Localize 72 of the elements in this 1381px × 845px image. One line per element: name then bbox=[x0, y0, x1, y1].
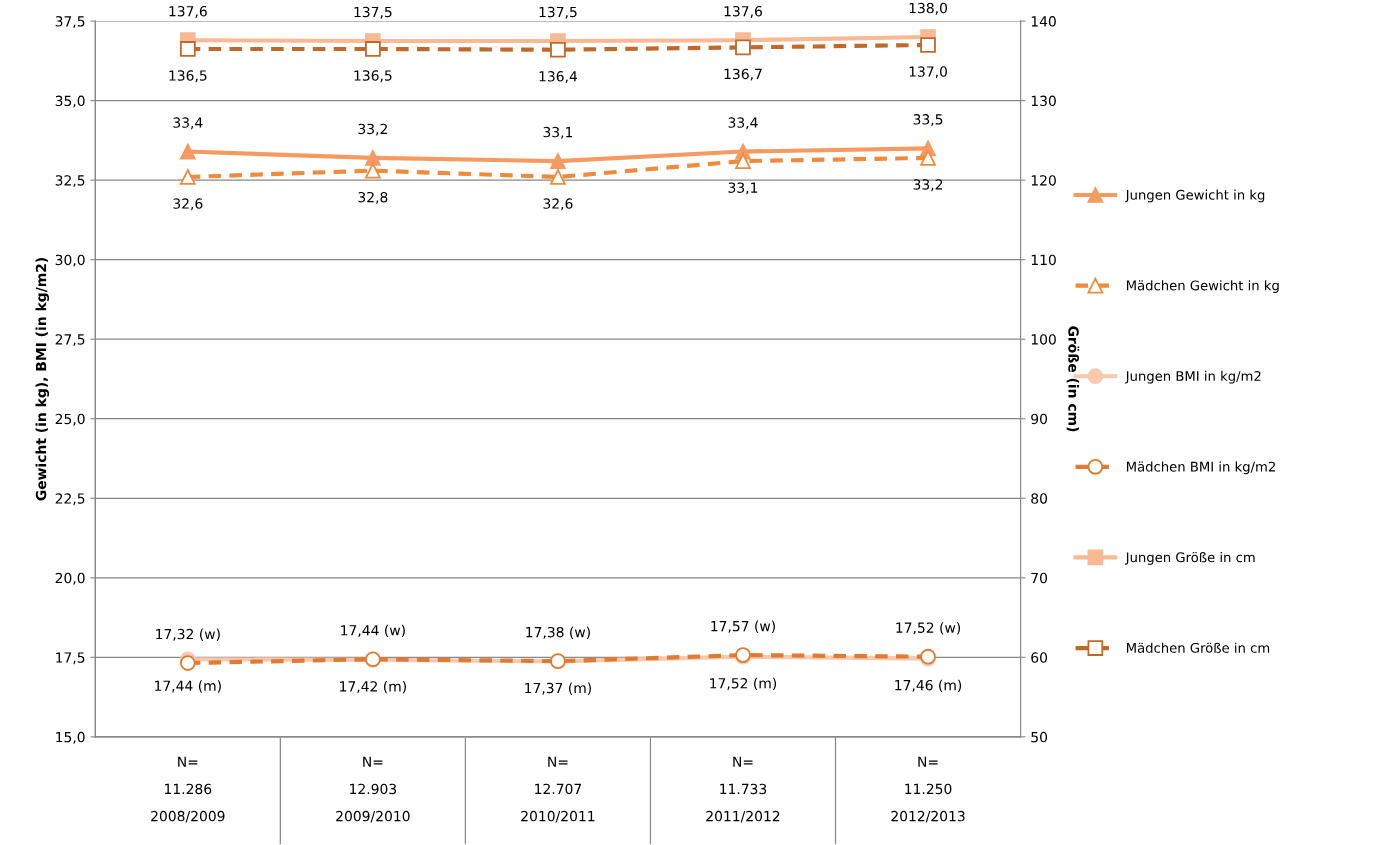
data-label: 33,4 bbox=[728, 117, 758, 130]
data-label: 33,2 bbox=[358, 123, 387, 136]
y2-tick-label: 140 bbox=[1031, 16, 1056, 27]
data-label: 137,0 bbox=[909, 66, 947, 79]
data-label: 33,1 bbox=[543, 126, 573, 139]
data-label: 33,4 bbox=[173, 117, 203, 130]
point bbox=[179, 143, 196, 160]
y2-tick-label: 80 bbox=[1031, 493, 1048, 504]
point bbox=[550, 153, 566, 169]
y-tick-label: 20,0 bbox=[55, 572, 85, 585]
legend-label: Mädchen Gewicht in kg bbox=[1126, 280, 1279, 293]
y-axis-title: Gewicht (in kg), BMI (in kg/m2) bbox=[35, 257, 50, 501]
category-label: N= 11.286 2008/2009 bbox=[151, 756, 225, 823]
data-label: 17,42 (m) bbox=[340, 680, 406, 694]
y2-tick-label: 120 bbox=[1031, 175, 1056, 186]
data-label: 136,5 bbox=[354, 70, 392, 83]
data-label: 32,6 bbox=[173, 198, 203, 211]
point bbox=[179, 169, 196, 185]
point bbox=[550, 169, 566, 185]
data-label: 17,57 (w) bbox=[711, 620, 775, 633]
y2-tick-label: 90 bbox=[1031, 413, 1048, 425]
data-label: 17,52 (w) bbox=[896, 622, 961, 635]
data-label: 137,5 bbox=[539, 6, 577, 19]
data-label: 137,6 bbox=[724, 5, 762, 18]
y-tick-label: 15,0 bbox=[56, 731, 85, 744]
data-label: 136,5 bbox=[169, 70, 207, 83]
point bbox=[365, 150, 381, 166]
y2-tick-label: 70 bbox=[1031, 572, 1048, 584]
data-label: 136,4 bbox=[539, 71, 578, 83]
data-label: 137,5 bbox=[354, 6, 392, 19]
legend-label: Jungen BMI in kg/m2 bbox=[1125, 370, 1261, 384]
data-label: 17,44 (m) bbox=[155, 680, 221, 693]
y-tick-label: 27,5 bbox=[55, 334, 85, 347]
y-tick-label: 25,0 bbox=[55, 413, 85, 426]
data-label: 138,0 bbox=[909, 2, 947, 15]
data-label: 33,1 bbox=[728, 182, 758, 195]
point bbox=[365, 162, 381, 179]
y2-tick-label: 110 bbox=[1031, 254, 1056, 266]
data-label: 17,38 (w) bbox=[526, 626, 590, 640]
legend-label: Jungen Größe in cm bbox=[1125, 552, 1255, 565]
data-label: 17,52 (m) bbox=[710, 677, 777, 691]
point bbox=[179, 655, 196, 671]
y2-tick-label: 50 bbox=[1031, 731, 1048, 743]
y-tick-label: 32,5 bbox=[55, 175, 85, 188]
category-label: N= 11.733 2011/2012 bbox=[706, 756, 780, 823]
y2-axis-title: Größe (in cm) bbox=[1066, 326, 1080, 432]
point bbox=[920, 150, 936, 166]
data-label: 33,2 bbox=[913, 179, 943, 192]
data-label: 32,6 bbox=[543, 198, 573, 211]
y2-tick-label: 60 bbox=[1031, 652, 1048, 663]
data-label: 17,37 (m) bbox=[525, 682, 591, 695]
y-tick-label: 30,0 bbox=[55, 254, 85, 267]
data-label: 136,7 bbox=[724, 68, 762, 81]
y2-tick-label: 130 bbox=[1031, 95, 1056, 107]
y-tick-label: 22,5 bbox=[55, 493, 85, 506]
y2-tick-label: 100 bbox=[1031, 334, 1056, 345]
category-label: N= 12.707 2010/2011 bbox=[521, 756, 595, 823]
y-tick-label: 37,5 bbox=[55, 16, 85, 29]
legend-label: Mädchen BMI in kg/m2 bbox=[1126, 461, 1275, 475]
category-label: N= 11.250 2012/2013 bbox=[891, 756, 965, 823]
data-label: 33,5 bbox=[913, 114, 943, 127]
category-label: N= 12.903 2009/2010 bbox=[336, 756, 410, 823]
data-label: 32,8 bbox=[358, 191, 388, 204]
data-label: 17,32 (w) bbox=[156, 628, 220, 641]
legend-label: Mädchen Größe in cm bbox=[1126, 642, 1270, 653]
y-tick-label: 35,0 bbox=[55, 95, 85, 108]
data-label: 17,44 (w) bbox=[341, 624, 405, 638]
data-label: 137,6 bbox=[169, 5, 207, 18]
y-tick-label: 17,5 bbox=[56, 652, 85, 665]
point bbox=[735, 153, 751, 169]
data-label: 17,46 (m) bbox=[895, 679, 962, 693]
legend-label: Jungen Gewicht in kg bbox=[1125, 189, 1265, 203]
